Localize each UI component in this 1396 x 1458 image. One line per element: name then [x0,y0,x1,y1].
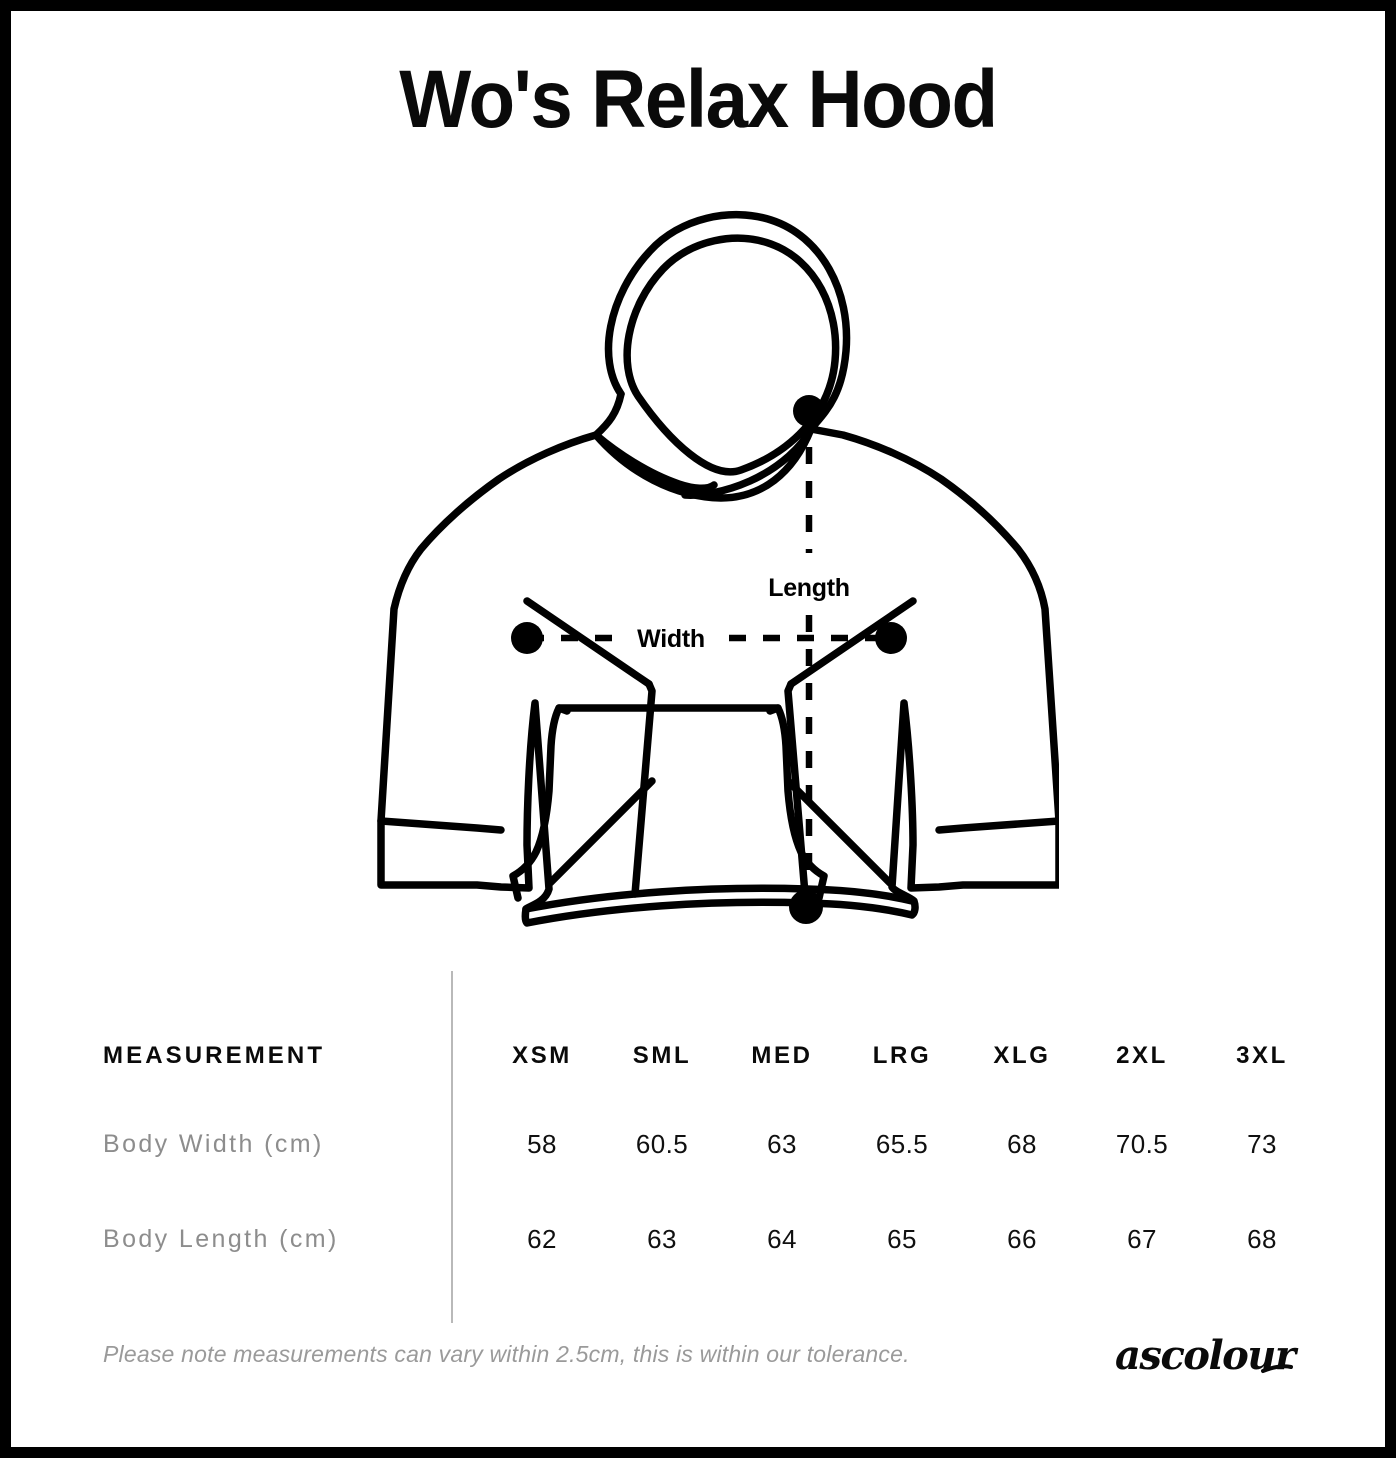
neckline-path [592,425,815,502]
width-measure-group: Width [511,622,907,654]
cell-body-width-lrg: 65.5 [875,1129,929,1159]
row-label-body-length: Body Length (cm) [103,1225,339,1253]
hood-outer-path [604,210,851,433]
right-side-seam-path [784,680,809,898]
table-header-row: MEASUREMENT XSM SML MED LRG XLG 2XL 3XL [11,1031,1385,1081]
cell-body-width-3xl: 73 [1247,1129,1277,1159]
cell-body-width-sml: 60.5 [635,1129,689,1159]
ascolour-logo-underline-flourish [1261,1364,1293,1373]
size-header-med: MED [751,1042,813,1069]
table-row: Body Width (cm) 58 60.5 63 65.5 68 70.5 … [11,1119,1385,1169]
width-label: Width [637,625,705,653]
left-underarm-seam-path [546,777,656,887]
left-cuff-rib-path [377,817,505,834]
hoodie-body-outline-path [377,425,1059,927]
length-measure-group: Length [768,395,850,924]
cell-body-length-xlg: 66 [1007,1224,1037,1254]
length-label: Length [768,574,850,602]
cell-body-length-med: 64 [767,1224,797,1254]
hood-inner-path [623,234,840,476]
size-header-lrg: LRG [872,1042,932,1069]
right-underarm-seam-path [784,777,894,887]
size-chart-sheet: Wo's Relax Hood [11,11,1385,1447]
table-row: Body Length (cm) 62 63 64 65 66 67 68 [11,1214,1385,1264]
table-vertical-divider [451,971,453,1323]
width-marker-left-dot [511,622,543,654]
cell-body-width-xsm: 58 [527,1129,557,1159]
size-header-2xl: 2XL [1116,1042,1168,1069]
width-marker-right-dot [875,622,907,654]
kangaroo-pocket-path [509,704,828,902]
hem-rib-path [522,884,916,913]
cell-body-length-3xl: 68 [1247,1224,1277,1254]
tolerance-note: Please note measurements can vary within… [103,1341,910,1367]
left-armhole-seam-path [523,597,653,688]
left-side-seam-path [631,680,656,898]
size-header-3xl: 3XL [1236,1042,1288,1069]
ascolour-logo-text: ascolour [1115,1332,1299,1379]
cell-body-width-xlg: 68 [1007,1129,1037,1159]
hood-collar-left-path [592,390,718,492]
size-header-xlg: XLG [993,1042,1051,1069]
cell-body-length-2xl: 67 [1127,1224,1157,1254]
hoodie-illustration: Width Length [359,191,1059,951]
right-cuff-rib-path [935,817,1059,834]
cell-body-length-lrg: 65 [887,1224,917,1254]
ascolour-logo: ascolour [1113,1327,1303,1383]
measurement-table: MEASUREMENT XSM SML MED LRG XLG 2XL 3XL … [11,961,1385,1341]
cell-body-length-sml: 63 [647,1224,677,1254]
length-marker-bottom-dot [789,890,823,924]
hoodie-outline-group [377,210,1059,927]
row-label-body-width: Body Width (cm) [103,1130,324,1158]
measurement-column-header: MEASUREMENT [103,1042,326,1069]
cell-body-width-med: 63 [767,1129,797,1159]
page-title: Wo's Relax Hood [399,54,998,145]
length-marker-top-dot [793,395,825,427]
right-armhole-seam-path [787,597,917,688]
size-header-sml: SML [632,1042,692,1069]
size-header-xsm: XSM [512,1042,572,1069]
cell-body-width-2xl: 70.5 [1115,1129,1169,1159]
cell-body-length-xsm: 62 [527,1224,557,1254]
